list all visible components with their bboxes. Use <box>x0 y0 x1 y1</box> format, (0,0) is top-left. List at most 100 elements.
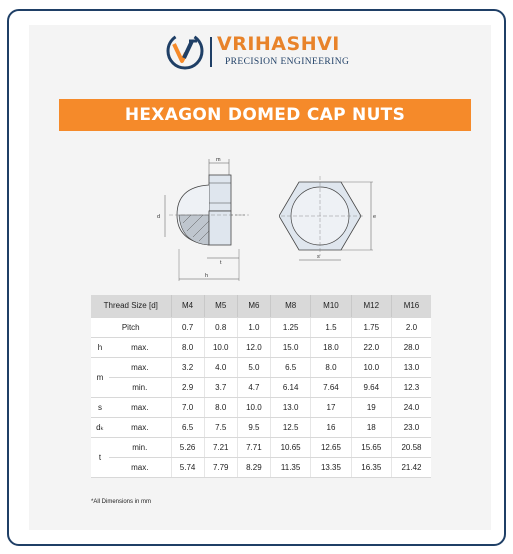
table-row: min. 2.9 3.7 4.7 6.14 7.64 9.64 12.3 <box>91 377 431 398</box>
table-row: dₖ max. 6.5 7.5 9.5 12.5 16 18 23.0 <box>91 417 431 438</box>
table-cell: 6.14 <box>269 377 311 398</box>
table-cell: 1.75 <box>350 317 392 338</box>
table-cell: 3.2 <box>170 357 205 378</box>
table-cell: 20.58 <box>390 437 431 458</box>
table-cell: 16.35 <box>350 457 392 478</box>
table-cell: 8.29 <box>236 457 271 478</box>
logo-divider <box>210 37 212 67</box>
spec-table: Thread Size [d] M4 M5 M6 M8 M10 M12 M16 … <box>91 295 431 478</box>
row-symbol: dₖ <box>91 417 109 438</box>
table-cell: 15.65 <box>350 437 392 458</box>
side-view-drawing: m d t h <box>157 157 249 281</box>
table-cell: 21.42 <box>390 457 431 478</box>
table-row: max. 5.74 7.79 8.29 11.35 13.35 16.35 21… <box>91 457 431 478</box>
row-label: max. <box>109 337 171 358</box>
size-header: M6 <box>236 295 271 318</box>
document-frame: VRIHASHVI PRECISION ENGINEERING HEXAGON … <box>7 9 506 546</box>
size-header: M16 <box>390 295 431 318</box>
table-header-row: Thread Size [d] M4 M5 M6 M8 M10 M12 M16 <box>91 295 431 318</box>
table-cell: 7.5 <box>203 417 238 438</box>
table-row: h max. 8.0 10.0 12.0 15.0 18.0 22.0 28.0 <box>91 337 431 358</box>
table-cell: 23.0 <box>390 417 431 438</box>
table-cell: 28.0 <box>390 337 431 358</box>
table-cell: 19 <box>350 397 392 418</box>
page-title: HEXAGON DOMED CAP NUTS <box>124 105 406 125</box>
table-cell: 12.5 <box>269 417 311 438</box>
table-cell: 11.35 <box>269 457 311 478</box>
table-cell: 10.0 <box>350 357 392 378</box>
table-cell: 10.0 <box>203 337 238 358</box>
brand-mark-icon <box>166 32 204 70</box>
table-cell: 13.0 <box>269 397 311 418</box>
table-cell: 1.25 <box>269 317 311 338</box>
dim-e-label: e <box>373 214 376 220</box>
brand-tagline: PRECISION ENGINEERING <box>225 57 350 67</box>
table-cell: 7.71 <box>236 437 271 458</box>
row-symbol: h <box>91 337 109 358</box>
dim-d-label: d <box>157 214 160 220</box>
table-cell: 1.0 <box>236 317 271 338</box>
table-cell: 7.64 <box>310 377 352 398</box>
row-symbol: m <box>91 357 109 398</box>
row-symbol: t <box>91 437 109 478</box>
table-cell: 18.0 <box>310 337 352 358</box>
row-label: max. <box>109 457 171 478</box>
table-cell: 8.0 <box>310 357 352 378</box>
table-cell: 18 <box>350 417 392 438</box>
row-label: max. <box>109 417 171 438</box>
table-cell: 8.0 <box>170 337 205 358</box>
table-row: Pitch 0.7 0.8 1.0 1.25 1.5 1.75 2.0 <box>91 317 431 338</box>
table-cell: 4.7 <box>236 377 271 398</box>
dim-m-label: m <box>216 157 221 163</box>
table-cell: 2.0 <box>390 317 431 338</box>
table-cell: 3.7 <box>203 377 238 398</box>
brand-name: VRIHASHVI <box>217 33 340 55</box>
row-label: Pitch <box>91 317 171 338</box>
dim-h-label: h <box>205 273 208 279</box>
table-cell: 5.26 <box>170 437 205 458</box>
table-cell: 0.7 <box>170 317 205 338</box>
table-cell: 0.8 <box>203 317 238 338</box>
title-banner: HEXAGON DOMED CAP NUTS <box>59 99 471 131</box>
row-label: max. <box>109 357 171 378</box>
front-view-drawing: e s <box>279 176 376 261</box>
thread-size-header: Thread Size [d] <box>91 295 171 318</box>
table-cell: 15.0 <box>269 337 311 358</box>
table-cell: 8.0 <box>203 397 238 418</box>
table-cell: 24.0 <box>390 397 431 418</box>
table-row: s max. 7.0 8.0 10.0 13.0 17 19 24.0 <box>91 397 431 418</box>
size-header: M5 <box>203 295 238 318</box>
size-header: M12 <box>350 295 392 318</box>
table-row: t min. 5.26 7.21 7.71 10.65 12.65 15.65 … <box>91 437 431 478</box>
size-header: M10 <box>310 295 352 318</box>
table-cell: 7.79 <box>203 457 238 478</box>
table-cell: 9.64 <box>350 377 392 398</box>
dim-s-label: s <box>317 254 320 260</box>
dim-t-label: t <box>220 260 222 266</box>
table-cell: 4.0 <box>203 357 238 378</box>
row-label: min. <box>109 377 171 398</box>
table-cell: 12.65 <box>310 437 352 458</box>
table-cell: 16 <box>310 417 352 438</box>
brand-logo: VRIHASHVI PRECISION ENGINEERING <box>165 31 355 75</box>
table-cell: 12.0 <box>236 337 271 358</box>
table-cell: 9.5 <box>236 417 271 438</box>
row-symbol: s <box>91 397 109 418</box>
table-cell: 10.65 <box>269 437 311 458</box>
footnote: *All Dimensions in mm <box>91 499 152 505</box>
row-label: min. <box>109 437 171 458</box>
row-label: max. <box>109 397 171 418</box>
table-cell: 5.74 <box>170 457 205 478</box>
table-cell: 6.5 <box>269 357 311 378</box>
table-cell: 12.3 <box>390 377 431 398</box>
table-cell: 13.0 <box>390 357 431 378</box>
table-cell: 2.9 <box>170 377 205 398</box>
table-cell: 10.0 <box>236 397 271 418</box>
table-cell: 22.0 <box>350 337 392 358</box>
size-header: M4 <box>170 295 205 318</box>
table-cell: 6.5 <box>170 417 205 438</box>
size-header: M8 <box>269 295 311 318</box>
table-cell: 1.5 <box>310 317 352 338</box>
table-row: m max. 3.2 4.0 5.0 6.5 8.0 10.0 13.0 <box>91 357 431 398</box>
table-cell: 7.21 <box>203 437 238 458</box>
